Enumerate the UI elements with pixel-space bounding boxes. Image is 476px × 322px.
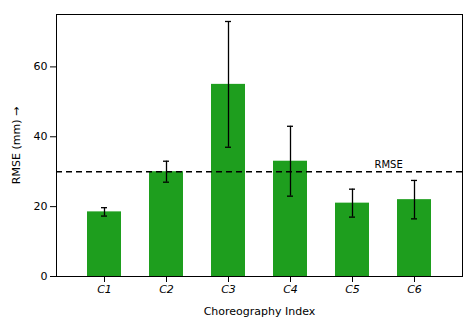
svg-text:Choreography Index: Choreography Index bbox=[204, 305, 316, 318]
svg-text:60: 60 bbox=[34, 60, 48, 73]
svg-text:C4: C4 bbox=[283, 283, 298, 296]
svg-text:C5: C5 bbox=[345, 283, 360, 296]
svg-text:C2: C2 bbox=[159, 283, 174, 296]
svg-text:C1: C1 bbox=[97, 283, 112, 296]
svg-text:C3: C3 bbox=[221, 283, 236, 296]
svg-text:RMSE: RMSE bbox=[375, 159, 403, 170]
svg-text:RMSE (mm) →: RMSE (mm) → bbox=[10, 107, 23, 184]
svg-text:40: 40 bbox=[34, 130, 48, 143]
svg-text:C6: C6 bbox=[407, 283, 422, 296]
svg-text:0: 0 bbox=[41, 270, 48, 283]
svg-text:20: 20 bbox=[34, 200, 48, 213]
